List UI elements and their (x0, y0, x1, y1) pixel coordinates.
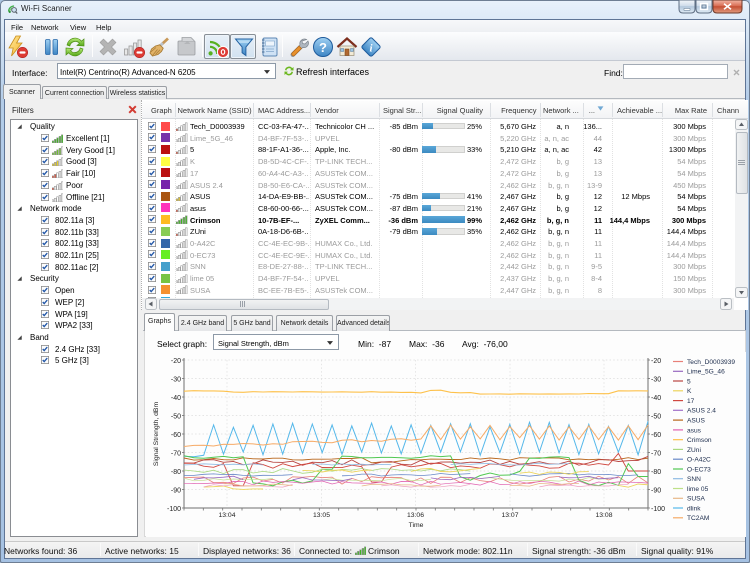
svg-text:-80: -80 (651, 469, 661, 476)
svg-text:asus: asus (687, 427, 702, 434)
svg-text:-20: -20 (651, 358, 661, 365)
svg-text:ASUS: ASUS (687, 418, 706, 425)
svg-text:-50: -50 (651, 414, 661, 421)
svg-text:-70: -70 (651, 451, 661, 458)
svg-text:Tech_D0003939: Tech_D0003939 (687, 359, 735, 366)
svg-text:13:08: 13:08 (595, 512, 612, 519)
svg-text:-100: -100 (167, 506, 181, 513)
svg-text:5: 5 (687, 378, 691, 385)
svg-text:-40: -40 (651, 395, 661, 402)
svg-text:-50: -50 (171, 414, 181, 421)
svg-text:O-A42C: O-A42C (687, 457, 711, 464)
svg-text:-20: -20 (171, 358, 181, 365)
svg-text:O-EC73: O-EC73 (687, 466, 711, 473)
svg-text:Crimson: Crimson (687, 437, 712, 444)
svg-text:-90: -90 (651, 488, 661, 495)
svg-text:?: ? (319, 40, 327, 55)
svg-text:17: 17 (687, 398, 695, 405)
svg-text:-70: -70 (171, 451, 181, 458)
svg-text:13:05: 13:05 (313, 512, 330, 519)
svg-text:-40: -40 (171, 395, 181, 402)
svg-text:TC2AM: TC2AM (687, 515, 709, 522)
svg-text:13:06: 13:06 (407, 512, 424, 519)
svg-text:-80: -80 (171, 469, 181, 476)
svg-text:-60: -60 (651, 432, 661, 439)
svg-text:-30: -30 (171, 377, 181, 384)
svg-text:i: i (369, 43, 373, 55)
svg-text:K: K (687, 388, 692, 395)
svg-text:Signal Strength, dBm: Signal Strength, dBm (153, 402, 160, 467)
svg-text:-100: -100 (651, 506, 665, 513)
svg-text:dlink: dlink (687, 505, 701, 512)
svg-text:13:07: 13:07 (501, 512, 518, 519)
svg-text:SNN: SNN (687, 476, 701, 483)
svg-text:Lime_5G_46: Lime_5G_46 (687, 369, 725, 376)
svg-text:ASUS 2.4: ASUS 2.4 (687, 408, 716, 415)
svg-text:Time: Time (409, 522, 424, 529)
svg-text:13:04: 13:04 (218, 512, 235, 519)
svg-text:-90: -90 (171, 488, 181, 495)
svg-text:ZUni: ZUni (687, 447, 701, 454)
svg-text:SUSA: SUSA (687, 496, 706, 503)
svg-text:lime 05: lime 05 (687, 486, 709, 493)
svg-text:-60: -60 (171, 432, 181, 439)
svg-text:-30: -30 (651, 377, 661, 384)
